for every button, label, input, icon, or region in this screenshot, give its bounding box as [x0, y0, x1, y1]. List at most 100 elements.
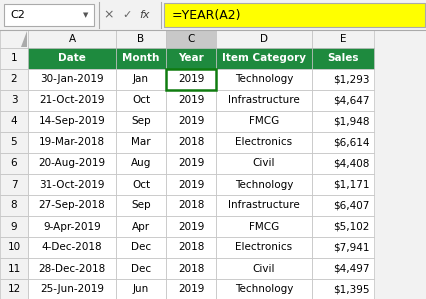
Text: 3: 3 [11, 95, 17, 106]
Bar [216, 153, 311, 174]
Text: 2019: 2019 [177, 95, 204, 106]
Bar [0, 48, 28, 69]
Text: $1,293: $1,293 [333, 74, 369, 85]
Text: ▼: ▼ [83, 12, 89, 18]
Bar [311, 30, 373, 48]
Bar [0, 69, 28, 90]
Text: Jun: Jun [132, 285, 149, 295]
Bar [28, 237, 116, 258]
Text: 5: 5 [11, 138, 17, 147]
Text: 19-Mar-2018: 19-Mar-2018 [39, 138, 105, 147]
Bar [216, 237, 311, 258]
Bar [116, 279, 166, 299]
Bar [166, 30, 216, 48]
Bar [311, 153, 373, 174]
Text: ×: × [104, 8, 114, 22]
Bar [311, 258, 373, 279]
Text: Date: Date [58, 54, 86, 63]
Bar [0, 90, 28, 111]
Text: Sales: Sales [326, 54, 358, 63]
Text: Technology: Technology [234, 179, 293, 190]
Bar [116, 174, 166, 195]
Bar [166, 216, 216, 237]
Bar [28, 216, 116, 237]
Text: B: B [137, 34, 144, 44]
Bar [311, 174, 373, 195]
Text: Oct: Oct [132, 95, 150, 106]
Bar [216, 132, 311, 153]
Text: 2019: 2019 [177, 179, 204, 190]
Text: Technology: Technology [234, 285, 293, 295]
Bar [311, 132, 373, 153]
Bar [28, 111, 116, 132]
Bar [166, 258, 216, 279]
Bar [116, 195, 166, 216]
Bar [166, 237, 216, 258]
Text: Sep: Sep [131, 117, 150, 126]
Text: $6,614: $6,614 [333, 138, 369, 147]
Bar [28, 132, 116, 153]
Bar [116, 132, 166, 153]
Bar [116, 48, 166, 69]
Bar [311, 48, 373, 69]
Bar [0, 174, 28, 195]
Text: 4-Dec-2018: 4-Dec-2018 [42, 242, 102, 252]
Text: Infrastructure: Infrastructure [227, 95, 299, 106]
Text: Item Category: Item Category [222, 54, 305, 63]
Bar [216, 48, 311, 69]
Bar [28, 90, 116, 111]
Text: 9: 9 [11, 222, 17, 231]
Text: D: D [259, 34, 268, 44]
Text: 9-Apr-2019: 9-Apr-2019 [43, 222, 101, 231]
Bar [28, 174, 116, 195]
Text: 20-Aug-2019: 20-Aug-2019 [38, 158, 105, 169]
Text: Mar: Mar [131, 138, 150, 147]
Bar [166, 195, 216, 216]
Text: 2018: 2018 [177, 242, 204, 252]
Bar [116, 111, 166, 132]
Text: 2019: 2019 [177, 117, 204, 126]
Bar [28, 195, 116, 216]
Bar [0, 237, 28, 258]
Text: E: E [339, 34, 345, 44]
Text: 28-Dec-2018: 28-Dec-2018 [38, 263, 105, 274]
Bar [216, 90, 311, 111]
Bar [311, 279, 373, 299]
Bar [216, 258, 311, 279]
Bar [166, 111, 216, 132]
Bar [28, 48, 116, 69]
Text: $6,407: $6,407 [333, 201, 369, 210]
Text: FMCG: FMCG [248, 117, 279, 126]
Text: C2: C2 [10, 10, 25, 20]
Bar [166, 48, 216, 69]
Bar [116, 153, 166, 174]
Text: 11: 11 [7, 263, 20, 274]
Text: 27-Sep-2018: 27-Sep-2018 [38, 201, 105, 210]
Bar [0, 132, 28, 153]
Text: $1,395: $1,395 [333, 285, 369, 295]
Bar [116, 90, 166, 111]
Text: 21-Oct-2019: 21-Oct-2019 [39, 95, 104, 106]
Bar [216, 174, 311, 195]
Text: Oct: Oct [132, 179, 150, 190]
Text: 30-Jan-2019: 30-Jan-2019 [40, 74, 104, 85]
Text: 2019: 2019 [177, 285, 204, 295]
Text: Year: Year [178, 54, 203, 63]
Text: A: A [68, 34, 75, 44]
Text: C: C [187, 34, 194, 44]
Text: $5,102: $5,102 [333, 222, 369, 231]
Bar [28, 30, 116, 48]
Bar [166, 90, 216, 111]
Bar [0, 153, 28, 174]
Bar [0, 0, 426, 30]
Text: fx: fx [139, 10, 150, 20]
Text: $4,497: $4,497 [333, 263, 369, 274]
Bar [0, 111, 28, 132]
Bar [216, 216, 311, 237]
Text: 4: 4 [11, 117, 17, 126]
Text: Civil: Civil [252, 158, 275, 169]
Bar [116, 258, 166, 279]
Bar [216, 195, 311, 216]
Polygon shape [21, 31, 27, 47]
Bar [164, 3, 424, 27]
